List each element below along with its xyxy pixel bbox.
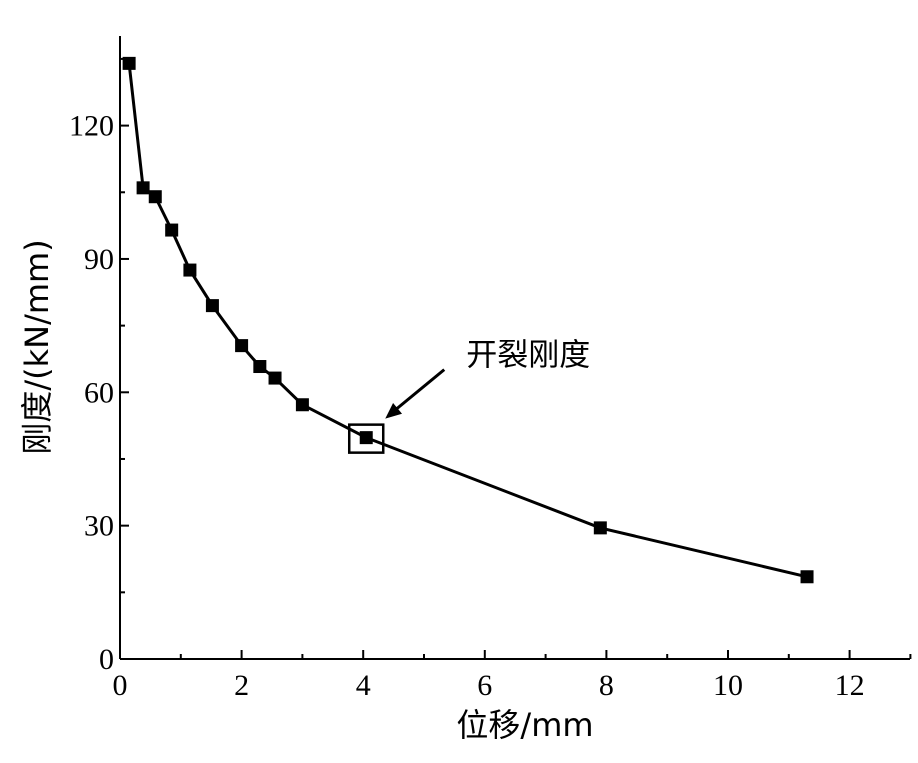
x-tick-label: 8 (599, 669, 614, 702)
annotation-arrow-head (385, 403, 403, 419)
y-tick-label: 120 (69, 110, 114, 143)
data-point-marker (122, 56, 136, 70)
data-point-marker (359, 431, 373, 445)
x-axis-ticks: 0 2 4 6 8 10 12 (113, 650, 912, 702)
annotation-cracking-stiffness: 开裂刚度 (347, 338, 590, 454)
data-point-marker (800, 570, 814, 584)
annotation-label: 开裂刚度 (466, 338, 590, 374)
x-tick-label: 4 (356, 669, 371, 702)
data-point-marker (295, 398, 309, 412)
x-tick-label: 12 (835, 669, 865, 702)
data-point-marker (205, 299, 219, 313)
annotation-arrow-line (392, 368, 446, 413)
x-tick-label: 2 (234, 669, 249, 702)
data-point-marker (268, 371, 282, 385)
x-axis-title: 位移/mm (456, 706, 593, 744)
y-axis-ticks: 0 30 60 90 120 (69, 57, 129, 676)
y-tick-label: 0 (99, 643, 114, 676)
x-tick-label: 10 (713, 669, 743, 702)
data-point-marker (148, 190, 162, 204)
series-line (127, 63, 808, 579)
data-point-marker (593, 521, 607, 535)
annotation-highlight-box (347, 423, 385, 454)
data-point-marker (183, 263, 197, 277)
series-group (122, 56, 814, 584)
x-tick-label: 0 (113, 669, 128, 702)
y-tick-label: 60 (84, 376, 114, 409)
x-tick-label: 6 (477, 669, 492, 702)
data-point-marker (235, 339, 249, 353)
y-tick-label: 90 (84, 243, 114, 276)
data-point-marker (253, 360, 267, 374)
axes (119, 36, 910, 660)
data-point-marker (136, 181, 150, 195)
y-axis-title: 刚度/(kN/mm) (18, 239, 56, 454)
y-tick-label: 30 (84, 510, 114, 543)
data-point-marker (165, 223, 179, 237)
